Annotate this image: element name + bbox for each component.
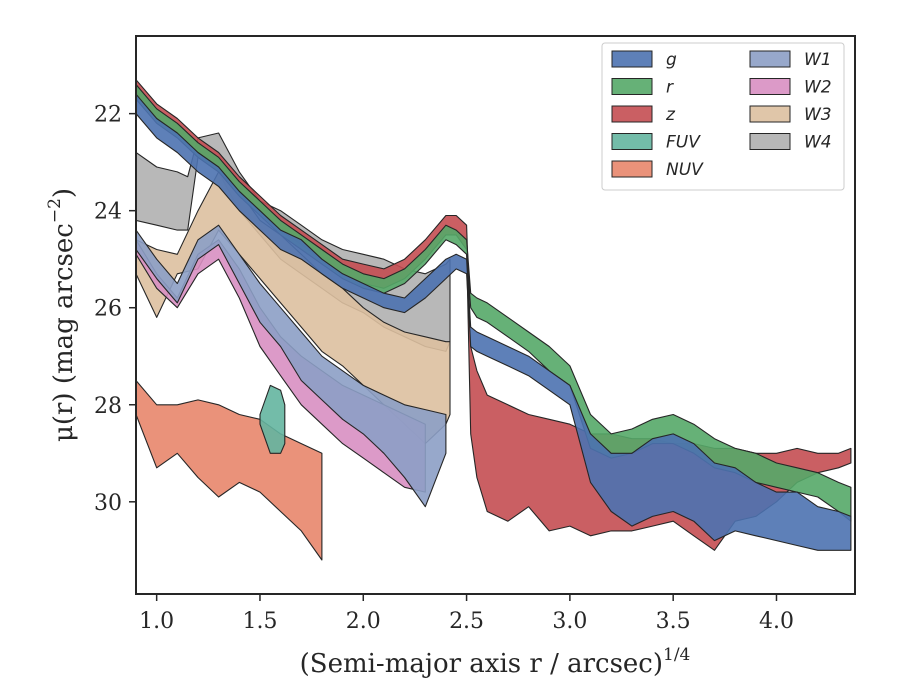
- y-axis-title: μ(r) (mag arcsec−2): [45, 188, 79, 442]
- legend-label-w4: W4: [804, 133, 832, 153]
- legend-label-z: z: [665, 105, 676, 125]
- legend-label-r: r: [666, 78, 674, 98]
- x-axis-ticks: 1.0 1.5 2.0 2.5 3.0 3.5 4.0: [139, 594, 794, 634]
- legend-label-w1: W1: [804, 50, 832, 70]
- y-tick-label: 28: [94, 394, 122, 419]
- x-tick-label: 1.5: [242, 609, 277, 634]
- band-profiles: [136, 79, 852, 561]
- band-area-w1: [136, 224, 447, 508]
- legend-label-nuv: NUV: [666, 160, 704, 180]
- y-tick-label: 26: [94, 297, 122, 322]
- legend-swatch-w3: [749, 105, 791, 123]
- y-axis-title-main: μ(r) (mag arcsec: [49, 223, 79, 442]
- legend-swatch-w1: [749, 50, 791, 68]
- band-area-nuv: [136, 379, 323, 561]
- y-axis-title-exponent: −2: [45, 198, 65, 223]
- y-axis-title-close: ): [49, 188, 79, 198]
- legend-swatch-nuv: [611, 160, 653, 178]
- x-axis-title-main: (Semi-major axis r / arcsec): [300, 649, 663, 679]
- plot-frame: [135, 35, 856, 595]
- legend-swatch-g: [611, 50, 653, 68]
- legend-label-fuv: FUV: [666, 133, 701, 153]
- legend-swatch-z: [611, 105, 653, 123]
- x-axis-title-exponent: 1/4: [663, 645, 690, 665]
- band-area-g: [136, 93, 852, 551]
- y-tick-label: 30: [94, 491, 122, 516]
- legend-swatch-w4: [749, 133, 791, 150]
- legend-swatch-w2: [749, 78, 791, 95]
- legend-swatch-fuv: [611, 133, 653, 150]
- y-tick-label: 22: [94, 103, 122, 128]
- x-tick-label: 1.0: [139, 609, 174, 634]
- x-tick-label: 3.5: [656, 609, 691, 634]
- legend-swatch-r: [611, 78, 653, 95]
- x-tick-label: 2.5: [449, 609, 484, 634]
- legend-label-w2: W2: [804, 78, 832, 98]
- x-tick-label: 3.0: [552, 609, 587, 634]
- x-tick-label: 4.0: [759, 609, 794, 634]
- band-area-fuv: [259, 384, 286, 454]
- legend-label-w3: W3: [804, 105, 832, 125]
- y-tick-label: 24: [94, 200, 122, 225]
- x-tick-label: 2.0: [346, 609, 381, 634]
- x-axis-title: (Semi-major axis r / arcsec)1/4: [300, 645, 691, 679]
- legend: grz FUV NUV W1 W2 W3 W4: [601, 42, 845, 191]
- y-axis-ticks: 22 24 26 28 30: [94, 103, 136, 516]
- legend-label-g: g: [666, 50, 677, 70]
